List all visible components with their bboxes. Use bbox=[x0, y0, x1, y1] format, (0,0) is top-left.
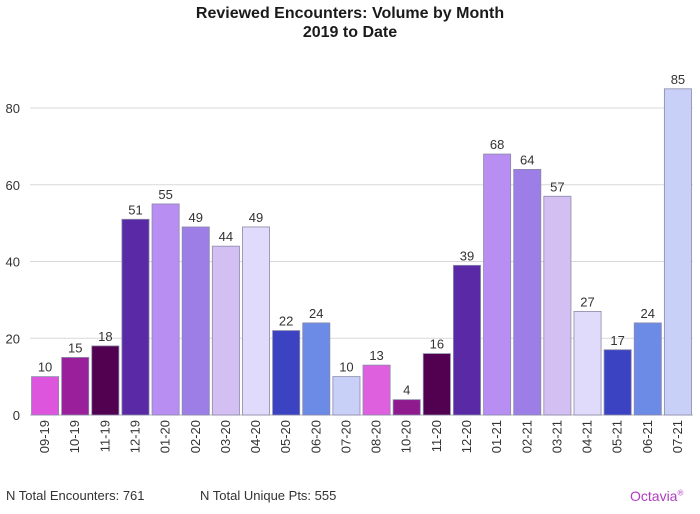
chart-title: Reviewed Encounters: Volume by Month bbox=[195, 5, 505, 22]
bar bbox=[211, 245, 240, 416]
data-label: 57 bbox=[550, 179, 564, 194]
bar bbox=[61, 357, 90, 416]
x-tick-label: 11-20 bbox=[429, 420, 444, 452]
data-label: 10 bbox=[38, 360, 52, 375]
x-tick-label: 11-19 bbox=[97, 420, 112, 452]
data-label: 39 bbox=[460, 248, 474, 263]
x-tick-label: 05-21 bbox=[610, 420, 625, 453]
bar bbox=[513, 168, 542, 416]
x-tick-label: 07-21 bbox=[670, 420, 685, 453]
y-tick-label: 80 bbox=[6, 101, 20, 116]
x-tick-label: 10-19 bbox=[67, 420, 82, 453]
data-label: 64 bbox=[520, 152, 534, 167]
data-label: 55 bbox=[158, 187, 172, 202]
x-tick-label: 01-21 bbox=[489, 420, 504, 453]
y-tick-label: 60 bbox=[6, 178, 20, 193]
data-label: 68 bbox=[490, 137, 504, 152]
chart-subtitle: 2019 to Date bbox=[302, 24, 398, 41]
data-label: 49 bbox=[189, 210, 203, 225]
x-tick-label: 07-20 bbox=[338, 420, 353, 453]
x-tick-label: 03-20 bbox=[218, 420, 233, 453]
bar bbox=[362, 364, 391, 416]
bar bbox=[272, 330, 301, 416]
data-label: 22 bbox=[279, 314, 293, 329]
x-tick-label: 05-20 bbox=[278, 420, 293, 453]
registered-mark: ® bbox=[677, 488, 684, 498]
brand-name: Octavia bbox=[630, 488, 678, 504]
bar bbox=[453, 264, 481, 416]
x-tick-label: 03-21 bbox=[549, 420, 564, 453]
bar bbox=[663, 88, 692, 416]
data-label: 85 bbox=[671, 72, 685, 87]
bar bbox=[302, 322, 331, 416]
bar bbox=[633, 322, 662, 416]
x-tick-label: 12-19 bbox=[127, 420, 142, 453]
bar bbox=[392, 399, 421, 416]
data-label: 17 bbox=[610, 333, 624, 348]
data-label: 24 bbox=[641, 306, 655, 321]
bar bbox=[543, 195, 572, 416]
bar bbox=[422, 353, 451, 416]
data-label: 27 bbox=[580, 294, 594, 309]
data-label: 49 bbox=[249, 210, 263, 225]
bar bbox=[573, 310, 602, 416]
data-label: 4 bbox=[403, 383, 410, 398]
bar bbox=[31, 376, 60, 416]
data-label: 13 bbox=[369, 348, 383, 363]
x-tick-label: 08-20 bbox=[369, 420, 384, 453]
total-unique-patients: N Total Unique Pts: 555 bbox=[200, 488, 337, 503]
bar bbox=[603, 349, 632, 416]
total-encounters: N Total Encounters: 761 bbox=[6, 488, 145, 503]
data-label: 10 bbox=[339, 360, 353, 375]
data-label: 16 bbox=[430, 337, 444, 352]
bar bbox=[121, 218, 150, 416]
x-tick-label: 04-21 bbox=[580, 420, 595, 453]
bar bbox=[332, 376, 361, 416]
bar bbox=[151, 203, 180, 416]
data-label: 51 bbox=[128, 202, 142, 217]
x-tick-label: 04-20 bbox=[248, 420, 263, 453]
x-axis-ticks: 09-19 10-19 11-19 12-19 01-20 02-20 03-20 04-20… bbox=[37, 420, 685, 453]
bar bbox=[483, 153, 512, 416]
y-axis-ticks: 0 20 40 60 80 bbox=[6, 101, 20, 423]
bar bbox=[242, 226, 270, 416]
y-tick-label: 20 bbox=[6, 331, 20, 346]
x-tick-label: 10-20 bbox=[399, 420, 414, 453]
x-tick-label: 06-20 bbox=[308, 420, 323, 453]
data-label: 18 bbox=[98, 329, 112, 344]
data-label: 15 bbox=[68, 340, 82, 355]
x-tick-label: 12-20 bbox=[459, 420, 474, 453]
bar bbox=[181, 226, 210, 416]
x-tick-label: 02-21 bbox=[519, 420, 534, 453]
bar bbox=[91, 345, 120, 416]
data-label: 24 bbox=[309, 306, 323, 321]
y-tick-label: 0 bbox=[13, 408, 20, 423]
x-tick-label: 01-20 bbox=[158, 420, 173, 453]
data-labels: 10 15 18 51 55 49 44 49 22 24 10 13 4 16 39 68 64 57 27 17 2… bbox=[38, 72, 685, 398]
x-tick-label: 09-19 bbox=[37, 420, 52, 453]
x-tick-label: 02-20 bbox=[188, 420, 203, 453]
brand-logo: Octavia® bbox=[630, 488, 683, 504]
x-tick-label: 06-21 bbox=[640, 420, 655, 453]
y-tick-label: 40 bbox=[6, 255, 20, 270]
bars bbox=[31, 88, 692, 416]
data-label: 44 bbox=[219, 229, 233, 244]
